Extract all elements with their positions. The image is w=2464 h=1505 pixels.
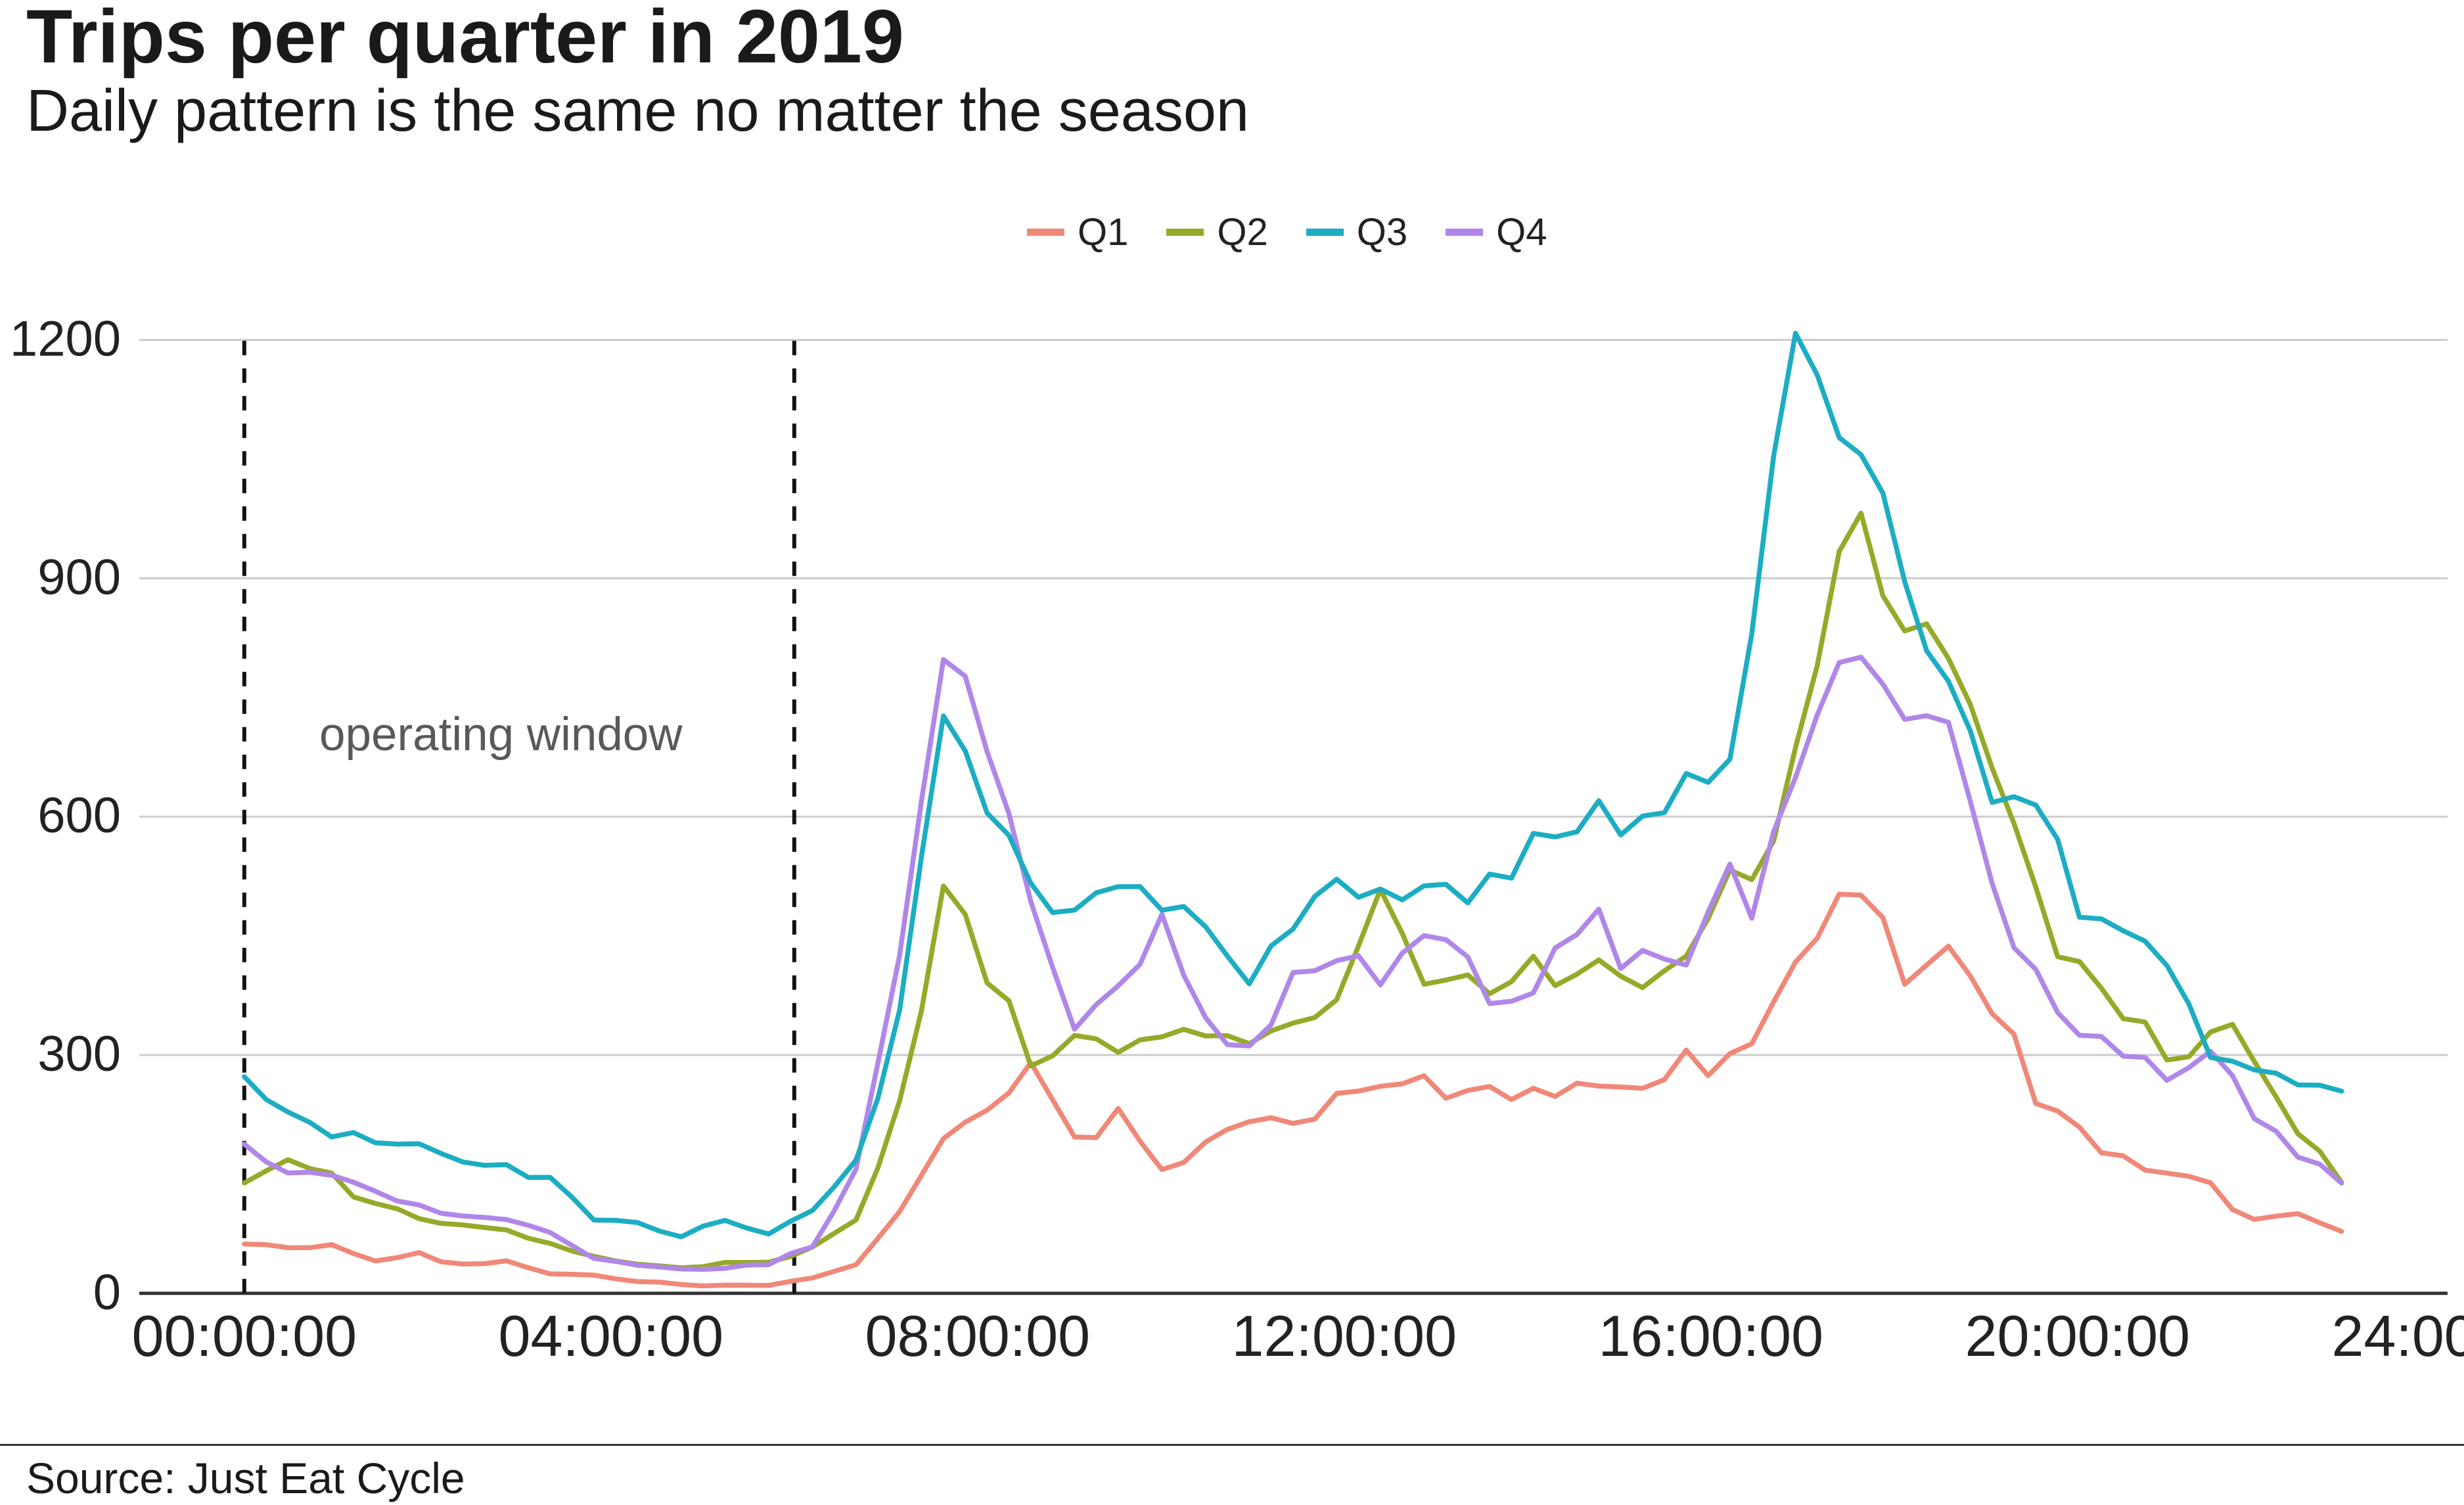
svg-text:12:00:00: 12:00:00 [1232, 1303, 1457, 1368]
svg-text:0: 0 [93, 1265, 121, 1320]
svg-text:00:00:00: 00:00:00 [132, 1303, 357, 1368]
svg-text:600: 600 [37, 788, 121, 843]
svg-text:1200: 1200 [10, 311, 121, 367]
svg-text:900: 900 [37, 549, 121, 605]
svg-text:08:00:00: 08:00:00 [865, 1303, 1091, 1368]
svg-text:16:00:00: 16:00:00 [1599, 1303, 1824, 1368]
svg-text:24:00:00: 24:00:00 [2332, 1303, 2464, 1368]
svg-text:04:00:00: 04:00:00 [499, 1303, 724, 1368]
svg-text:300: 300 [37, 1026, 121, 1082]
svg-text:20:00:00: 20:00:00 [1965, 1303, 2191, 1368]
